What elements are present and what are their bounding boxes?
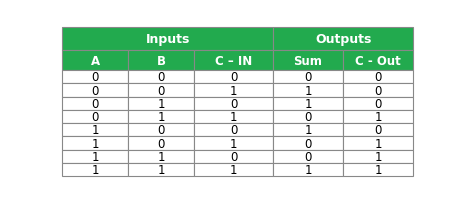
Bar (342, 110, 413, 124)
Bar (272, 28, 413, 51)
Text: 1: 1 (91, 137, 99, 150)
Bar (342, 84, 413, 97)
Text: 0: 0 (91, 71, 99, 84)
Text: 1: 1 (304, 163, 311, 176)
Bar (128, 71, 194, 84)
Text: 0: 0 (374, 71, 381, 84)
Text: 1: 1 (229, 137, 237, 150)
Text: 1: 1 (374, 110, 381, 123)
Bar (62, 71, 128, 84)
Text: C – IN: C – IN (214, 54, 252, 67)
Text: 1: 1 (157, 97, 165, 110)
Bar (272, 51, 342, 71)
Bar (272, 137, 342, 150)
Text: 0: 0 (229, 71, 237, 84)
Bar (62, 110, 128, 124)
Text: 0: 0 (374, 124, 381, 137)
Text: 1: 1 (374, 137, 381, 150)
Bar (128, 84, 194, 97)
Bar (128, 97, 194, 110)
Bar (272, 150, 342, 163)
Text: 0: 0 (157, 124, 165, 137)
Bar (194, 163, 272, 176)
Bar (128, 163, 194, 176)
Bar (272, 124, 342, 137)
Text: C - Out: C - Out (355, 54, 400, 67)
Bar (62, 163, 128, 176)
Bar (128, 124, 194, 137)
Bar (342, 71, 413, 84)
Text: 0: 0 (229, 150, 237, 163)
Text: 1: 1 (229, 163, 237, 176)
Bar (194, 137, 272, 150)
Bar (272, 71, 342, 84)
Text: 0: 0 (91, 97, 99, 110)
Text: 1: 1 (304, 84, 311, 97)
Text: 0: 0 (304, 110, 311, 123)
Bar (62, 150, 128, 163)
Text: 1: 1 (229, 84, 237, 97)
Text: 1: 1 (91, 150, 99, 163)
Bar (272, 84, 342, 97)
Text: 1: 1 (229, 110, 237, 123)
Text: 0: 0 (91, 110, 99, 123)
Text: Outputs: Outputs (314, 33, 370, 46)
Text: B: B (156, 54, 165, 67)
Bar (342, 137, 413, 150)
Text: 1: 1 (157, 150, 165, 163)
Bar (194, 51, 272, 71)
Text: 1: 1 (304, 97, 311, 110)
Bar (128, 150, 194, 163)
Bar (62, 84, 128, 97)
Text: 1: 1 (374, 150, 381, 163)
Bar (128, 51, 194, 71)
Text: 0: 0 (304, 137, 311, 150)
Bar (128, 110, 194, 124)
Text: 0: 0 (374, 97, 381, 110)
Bar (342, 51, 413, 71)
Bar (194, 97, 272, 110)
Text: 0: 0 (374, 84, 381, 97)
Bar (194, 124, 272, 137)
Bar (342, 163, 413, 176)
Text: 0: 0 (229, 124, 237, 137)
Bar (272, 163, 342, 176)
Bar (128, 137, 194, 150)
Text: Inputs: Inputs (145, 33, 189, 46)
Bar (62, 28, 272, 51)
Text: 0: 0 (91, 84, 99, 97)
Text: 0: 0 (229, 97, 237, 110)
Text: 0: 0 (157, 71, 165, 84)
Bar (272, 110, 342, 124)
Text: 1: 1 (157, 110, 165, 123)
Text: 1: 1 (374, 163, 381, 176)
Bar (342, 150, 413, 163)
Bar (342, 124, 413, 137)
Bar (194, 150, 272, 163)
Text: 1: 1 (157, 163, 165, 176)
Text: Sum: Sum (293, 54, 322, 67)
Bar (342, 97, 413, 110)
Bar (62, 137, 128, 150)
Text: 0: 0 (157, 84, 165, 97)
Bar (272, 97, 342, 110)
Bar (194, 84, 272, 97)
Bar (62, 97, 128, 110)
Text: 1: 1 (91, 124, 99, 137)
Bar (62, 51, 128, 71)
Text: 0: 0 (304, 150, 311, 163)
Bar (194, 110, 272, 124)
Text: A: A (91, 54, 100, 67)
Text: 0: 0 (304, 71, 311, 84)
Text: 0: 0 (157, 137, 165, 150)
Text: 1: 1 (91, 163, 99, 176)
Text: 1: 1 (304, 124, 311, 137)
Bar (194, 71, 272, 84)
Bar (62, 124, 128, 137)
